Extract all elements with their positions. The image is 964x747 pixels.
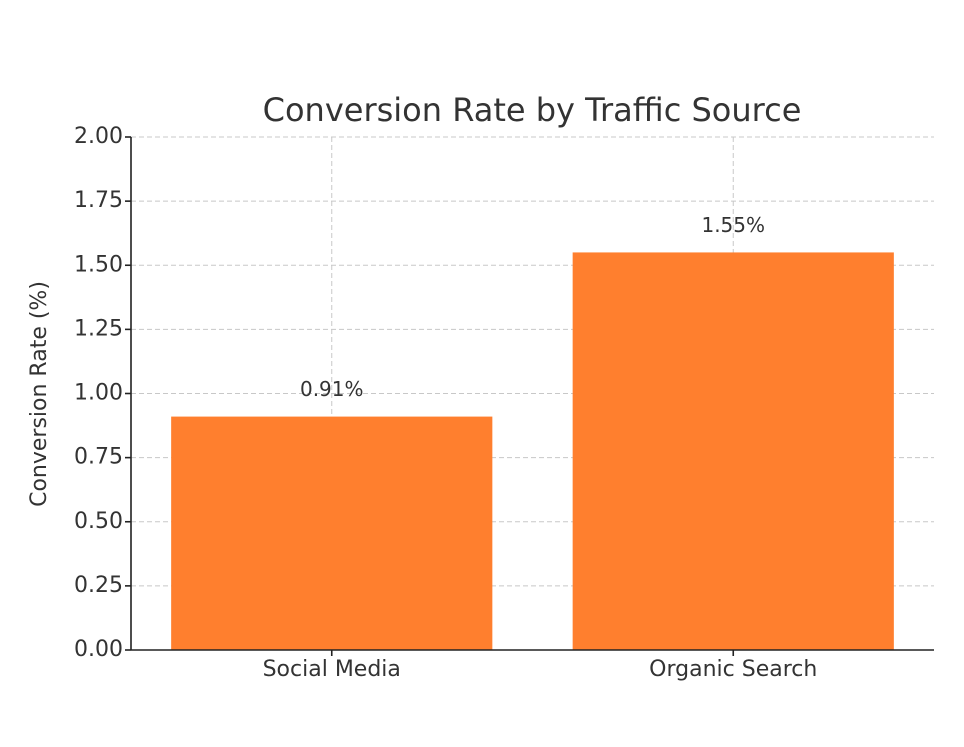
y-axis-label: Conversion Rate (%): [27, 281, 52, 507]
chart-title: Conversion Rate by Traffic Source: [263, 91, 802, 129]
x-tick-label: Social Media: [263, 657, 401, 682]
value-label: 1.55%: [701, 213, 765, 237]
y-tick-label: 0.25: [74, 573, 123, 598]
bar: [171, 416, 493, 650]
y-tick-label: 0.75: [74, 445, 123, 470]
value-label: 0.91%: [300, 377, 364, 401]
y-tick-label: 0.00: [74, 637, 123, 662]
bar: [572, 252, 894, 651]
y-tick-label: 0.50: [74, 509, 123, 534]
y-tick-label: 1.00: [74, 381, 123, 406]
x-tick-label: Organic Search: [649, 657, 817, 682]
y-tick-label: 1.50: [74, 252, 123, 277]
y-tick-label: 2.00: [74, 124, 123, 149]
y-tick-label: 1.25: [74, 316, 123, 341]
y-tick-label: 1.75: [74, 188, 123, 213]
